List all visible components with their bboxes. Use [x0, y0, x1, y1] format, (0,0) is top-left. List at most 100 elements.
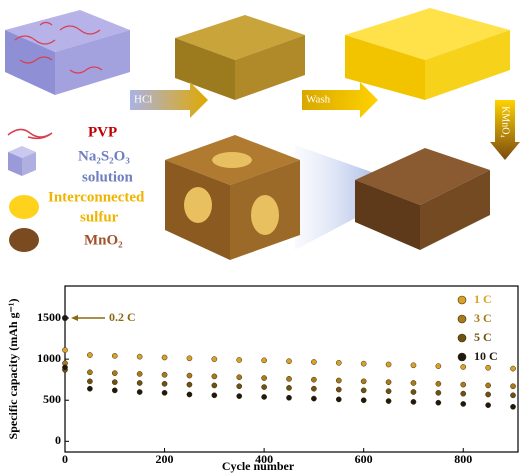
data-point — [161, 371, 168, 378]
pvp-icon — [7, 128, 53, 140]
data-point — [261, 394, 267, 400]
data-point — [360, 397, 367, 404]
data-point — [410, 362, 417, 369]
data-point — [485, 391, 491, 398]
data-point — [111, 370, 118, 376]
legend-marker — [457, 314, 467, 324]
data-point — [460, 381, 467, 388]
data-point — [435, 363, 442, 369]
x-tick-label: 400 — [255, 452, 273, 466]
data-point — [385, 398, 392, 404]
data-point — [510, 365, 516, 372]
data-point — [335, 396, 342, 403]
data-point — [410, 399, 417, 405]
annotation-arrowhead — [71, 315, 78, 322]
solution-icon — [8, 146, 36, 176]
data-point — [136, 353, 143, 360]
pvp-template-block — [5, 10, 130, 95]
y-tick-label: 0 — [55, 433, 61, 447]
data-point — [186, 381, 193, 388]
data-point — [311, 376, 317, 383]
legend-label: sulfur — [80, 209, 119, 225]
data-point — [435, 389, 442, 396]
data-point — [111, 379, 118, 385]
x-axis-label: Cycle number — [222, 459, 295, 473]
y-axis-label: Specific capacity (mAh g⁻¹) — [6, 299, 20, 440]
legend-marker — [457, 333, 467, 343]
data-point — [87, 385, 93, 392]
data-point — [136, 380, 143, 386]
legend-label: MnO₂ — [84, 232, 123, 248]
step-label: HCl — [134, 94, 152, 106]
data-point — [136, 371, 143, 377]
data-point — [236, 393, 243, 399]
data-point — [211, 382, 218, 389]
legend-label: Interconnected — [48, 189, 145, 205]
step-label: Wash — [306, 94, 331, 106]
data-point — [410, 389, 417, 395]
legend-label: 3 C — [474, 311, 492, 325]
legend-label: Na₂S₂O₃ — [78, 148, 130, 164]
data-point — [286, 385, 292, 391]
data-point — [286, 394, 292, 401]
annotation-point — [62, 315, 68, 322]
data-point — [360, 387, 367, 394]
y-tick-label: 500 — [43, 392, 61, 406]
data-point — [385, 361, 392, 368]
data-point — [236, 357, 243, 363]
sulfur-block — [175, 15, 305, 100]
data-point — [460, 401, 467, 407]
data-point — [286, 358, 292, 365]
data-point — [186, 355, 193, 362]
legend-marker — [457, 352, 467, 362]
data-point — [186, 391, 193, 398]
data-point — [335, 377, 342, 384]
x-tick-label: 0 — [62, 452, 68, 466]
data-point — [410, 380, 417, 386]
data-point — [261, 384, 267, 390]
data-point — [510, 392, 516, 399]
y-tick-label: 1000 — [37, 351, 61, 365]
data-point — [435, 399, 442, 406]
data-point — [485, 364, 491, 371]
data-point — [62, 364, 68, 371]
data-point — [111, 387, 118, 394]
data-point — [510, 403, 516, 410]
mno2-zoom-block — [165, 135, 300, 260]
data-point — [211, 373, 218, 380]
legend-label: PVP — [88, 124, 117, 140]
data-point — [485, 382, 491, 389]
arrow — [302, 82, 378, 118]
data-point — [236, 383, 243, 390]
data-point — [136, 389, 143, 395]
data-point — [385, 379, 392, 385]
data-point — [510, 383, 516, 390]
data-point — [311, 385, 317, 392]
data-point — [460, 390, 467, 397]
data-point — [261, 357, 267, 364]
data-point — [87, 369, 93, 376]
arrow — [490, 100, 520, 160]
legend-marker — [457, 295, 467, 305]
data-point — [385, 388, 392, 395]
data-point — [87, 352, 93, 358]
data-point — [335, 386, 342, 393]
x-tick-label: 800 — [454, 452, 472, 466]
data-point — [460, 364, 467, 370]
data-point — [161, 380, 168, 387]
data-point — [161, 354, 168, 361]
interconnected-sulfur-block — [345, 8, 510, 100]
mno2-block — [355, 148, 490, 250]
data-point — [261, 375, 267, 381]
legend-label: 10 C — [474, 349, 498, 363]
data-point — [311, 395, 317, 402]
data-point — [211, 392, 218, 399]
step-label: KMnO₄ — [500, 106, 511, 138]
data-point — [62, 347, 68, 353]
data-point — [161, 389, 168, 396]
arrow — [130, 82, 208, 118]
x-tick-label: 200 — [156, 452, 174, 466]
data-point — [211, 356, 218, 362]
data-point — [435, 380, 442, 387]
